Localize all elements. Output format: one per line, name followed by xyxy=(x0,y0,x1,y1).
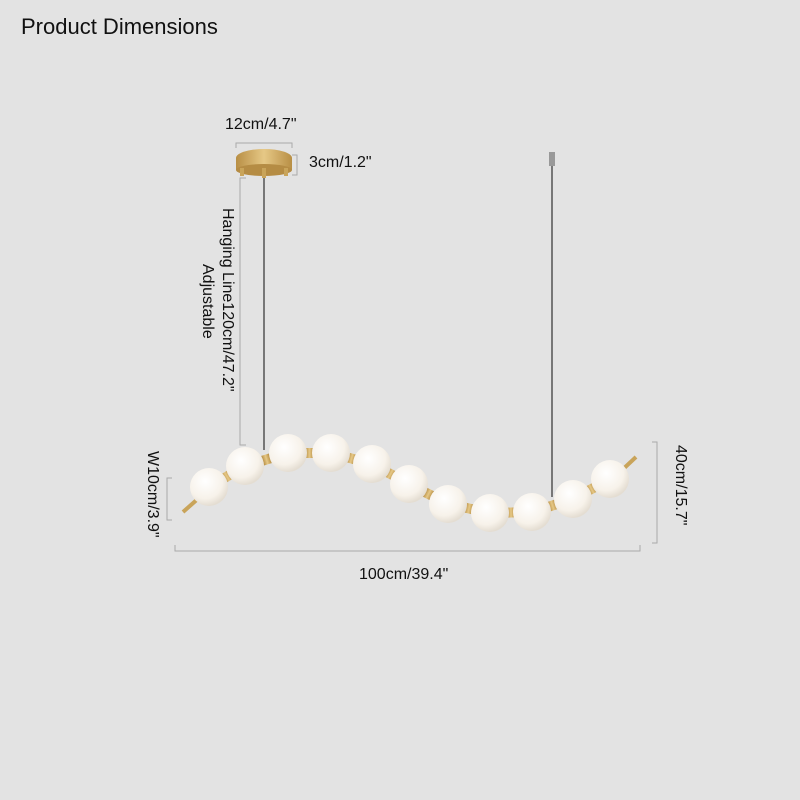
dimension-lines xyxy=(166,142,658,552)
brass-connector xyxy=(261,453,272,466)
glass-globe xyxy=(269,434,307,472)
glass-globe xyxy=(312,434,350,472)
glass-globe xyxy=(554,480,592,518)
globe-width-label: W10cm/3.9" xyxy=(144,451,161,538)
cable-hook xyxy=(549,152,555,166)
glass-globe xyxy=(226,447,264,485)
page-title: Product Dimensions xyxy=(21,14,218,39)
globe-string xyxy=(190,434,629,532)
brass-connector xyxy=(585,482,598,496)
brass-connector xyxy=(384,467,397,481)
brass-connector xyxy=(221,470,233,483)
canopy-height-label: 3cm/1.2" xyxy=(309,154,372,171)
hanging-line-label: Hanging Line120cm/47.2" xyxy=(219,208,236,392)
glass-globe xyxy=(190,468,228,506)
brass-connector xyxy=(506,507,516,518)
brass-connector xyxy=(305,448,314,458)
canopy-diameter-label: 12cm/4.7" xyxy=(225,116,297,133)
glass-globe xyxy=(390,465,428,503)
glass-globe xyxy=(471,494,509,532)
adjustable-label: Adjustable xyxy=(199,264,216,339)
glass-globe xyxy=(353,445,391,483)
cables xyxy=(263,165,553,497)
glass-globe xyxy=(513,493,551,531)
height-label: 40cm/15.7" xyxy=(672,445,689,526)
length-label: 100cm/39.4" xyxy=(359,566,449,583)
canopy xyxy=(236,149,292,178)
brass-connector xyxy=(422,487,435,501)
glass-globe xyxy=(591,460,629,498)
glass-globe xyxy=(429,485,467,523)
